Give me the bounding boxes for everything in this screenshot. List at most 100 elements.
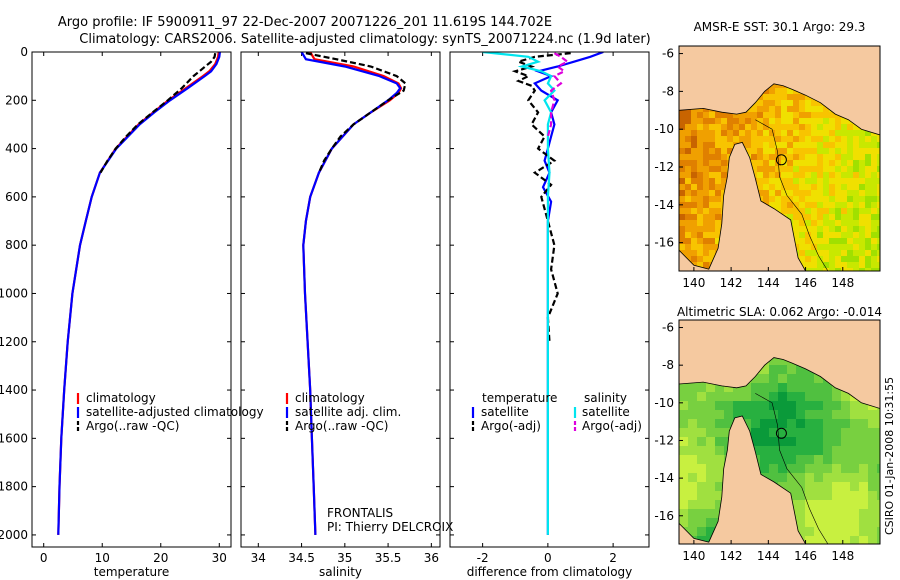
map-cell	[685, 226, 692, 233]
panel-frame	[240, 51, 441, 548]
map-cell	[688, 428, 698, 438]
map-cell	[859, 232, 866, 239]
map-cell	[859, 401, 869, 411]
map-cell	[817, 184, 824, 191]
map-cell	[823, 166, 830, 173]
map-cell	[829, 142, 836, 149]
map-cell	[691, 160, 698, 167]
map-cell	[799, 184, 806, 191]
map-cell	[745, 124, 752, 131]
map-cell	[799, 166, 806, 173]
map-cell	[805, 160, 812, 167]
map-cell	[787, 112, 794, 119]
map-cell	[823, 202, 830, 209]
map-x-tick-label: 142	[720, 549, 743, 563]
map-cell	[817, 136, 824, 143]
map-cell	[799, 154, 806, 161]
map-cell	[823, 154, 830, 161]
map-cell	[781, 124, 788, 131]
map-cell	[859, 419, 869, 429]
map-cell	[787, 374, 797, 384]
map-cell	[832, 437, 842, 447]
map-cell	[850, 401, 860, 411]
map-cell	[799, 94, 806, 101]
map-cell	[727, 130, 734, 137]
y-tick-label: 2000	[0, 528, 28, 542]
map-cell	[823, 190, 830, 197]
map-cell	[706, 410, 716, 420]
map-cell	[841, 509, 851, 519]
map-cell	[814, 437, 824, 447]
map-cell	[727, 148, 734, 155]
map-cell	[697, 527, 707, 537]
map-cell	[679, 136, 686, 143]
map-cell	[799, 244, 806, 251]
map-cell	[679, 446, 689, 456]
map-cell	[832, 428, 842, 438]
map-cell	[817, 118, 824, 125]
map-cell	[763, 154, 770, 161]
map-cell	[742, 419, 752, 429]
map-cell	[823, 392, 833, 402]
map-cell	[871, 184, 878, 191]
x-axis-label: difference from climatology	[467, 565, 633, 579]
map-cell	[868, 491, 878, 501]
map-cell	[679, 401, 689, 411]
map-cell	[691, 244, 698, 251]
map-cell	[868, 509, 878, 519]
map-cell	[760, 383, 770, 393]
map-cell	[697, 250, 704, 257]
map-cell	[814, 536, 824, 544]
map-cell	[703, 244, 710, 251]
map-cell	[841, 238, 848, 245]
map-cell	[877, 437, 880, 447]
map-cell	[817, 106, 824, 113]
map-cell	[727, 136, 734, 143]
map-cell	[814, 374, 824, 384]
map-cell	[871, 244, 878, 251]
map-cell	[769, 446, 779, 456]
map-cell	[787, 94, 794, 101]
map-cell	[850, 491, 860, 501]
map-cell	[739, 136, 746, 143]
map-cell	[841, 178, 848, 185]
map-cell	[814, 509, 824, 519]
map-cell	[769, 464, 779, 474]
map-cell	[775, 118, 782, 125]
map-cell	[763, 130, 770, 137]
map-cell	[817, 202, 824, 209]
map-cell	[757, 142, 764, 149]
map-cell	[763, 136, 770, 143]
map-y-tick-label: -6	[662, 47, 674, 61]
map-cell	[814, 518, 824, 528]
map-cell	[865, 154, 872, 161]
map-cell	[769, 178, 776, 185]
map-cell	[703, 232, 710, 239]
map-cell	[715, 428, 725, 438]
map-cell	[787, 491, 797, 501]
map-cell	[805, 262, 812, 269]
map-cell	[709, 172, 716, 179]
map-cell	[709, 196, 716, 203]
map-cell	[751, 106, 758, 113]
map-cell	[775, 148, 782, 155]
map-cell	[850, 464, 860, 474]
map-cell	[877, 202, 880, 209]
map-cell	[796, 482, 806, 492]
map-cell	[739, 118, 746, 125]
map-cell	[877, 527, 880, 537]
map-cell	[685, 130, 692, 137]
map-cell	[715, 166, 722, 173]
map-cell	[751, 160, 758, 167]
map-cell	[817, 214, 824, 221]
map-cell	[745, 130, 752, 137]
map-cell	[697, 226, 704, 233]
map-cell	[811, 130, 818, 137]
map-cell	[841, 491, 851, 501]
map-cell	[877, 214, 880, 221]
map-cell	[706, 428, 716, 438]
map-cell	[763, 124, 770, 131]
map-cell	[706, 383, 716, 393]
map-cell	[769, 166, 776, 173]
map-cell	[823, 262, 830, 269]
